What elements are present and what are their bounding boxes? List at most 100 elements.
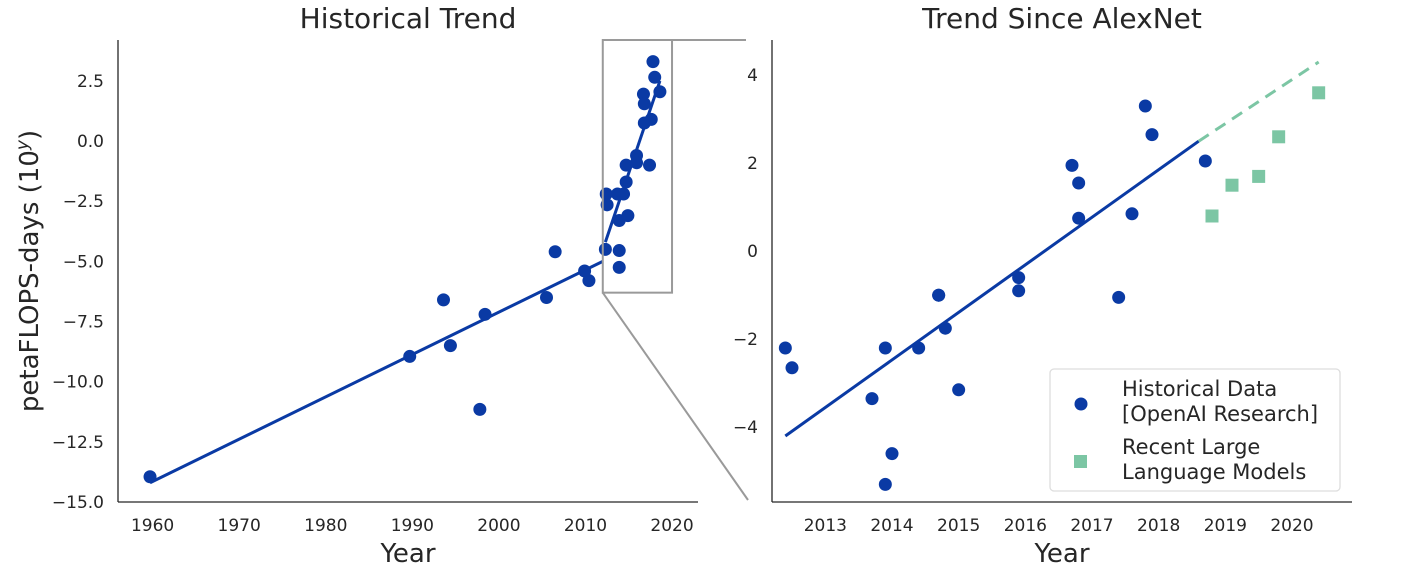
left-data-point	[478, 307, 492, 321]
zoom-connector-bottom	[601, 292, 749, 501]
right-llm-point	[1252, 169, 1266, 183]
right-x-tick-label: 2018	[1137, 516, 1180, 536]
right-historical-point	[912, 341, 926, 355]
right-historical-point	[785, 361, 799, 375]
right-historical-point	[932, 288, 946, 302]
left-chart-title: Historical Trend	[300, 2, 517, 35]
right-historical-point	[885, 447, 899, 461]
right-y-tick-label: −4	[733, 418, 758, 438]
left-data-point	[653, 85, 667, 99]
right-historical-point	[778, 341, 792, 355]
left-x-axis-label: Year	[379, 539, 435, 569]
historical-trend-chart: Historical Trend 2.5 0.0 −2.5 −5.0 −7.5 −10.0…	[13, 2, 698, 569]
left-data-point	[612, 260, 626, 274]
right-historical-point	[1072, 211, 1086, 225]
right-y-tick-label: 4	[747, 66, 758, 86]
right-x-tick-label: 2015	[937, 516, 980, 536]
left-y-tick-label: −12.5	[52, 433, 104, 453]
left-x-tick-label: 1980	[304, 516, 347, 536]
left-data-point	[636, 87, 650, 101]
left-y-tick-label: 2.5	[77, 72, 104, 92]
left-x-tick-label: 1990	[391, 516, 434, 536]
left-x-tick-labels: 1960 1970 1980 1990 2000 2010 2020	[131, 516, 694, 536]
left-y-tick-label: −5.0	[63, 252, 104, 272]
right-historical-point	[878, 477, 892, 491]
right-x-tick-labels: 2013 2014 2015 2016 2017 2018 2019 2020	[804, 516, 1314, 536]
left-data-point	[443, 339, 457, 353]
right-historical-point	[878, 341, 892, 355]
right-llm-point	[1205, 209, 1219, 223]
legend-label-llm-line1: Recent Large	[1122, 435, 1260, 459]
legend-label-historical-line1: Historical Data	[1122, 377, 1277, 401]
left-data-points	[143, 55, 667, 484]
left-data-point	[143, 470, 157, 484]
right-llm-point	[1272, 130, 1286, 144]
y-label-main: petaFLOPS-days (10	[15, 150, 45, 412]
y-label-superscript: y	[13, 139, 33, 151]
left-data-point	[548, 245, 562, 259]
left-data-point	[646, 55, 660, 69]
right-x-tick-label: 2019	[1204, 516, 1247, 536]
right-historical-point	[1125, 207, 1139, 221]
left-data-point	[643, 158, 657, 172]
left-trend-line	[149, 260, 604, 485]
right-x-axis-label: Year	[1033, 539, 1089, 569]
left-y-tick-label: −7.5	[63, 313, 104, 333]
right-llm-point	[1225, 178, 1239, 192]
right-historical-point	[952, 383, 966, 397]
legend-frame	[1049, 368, 1341, 492]
left-x-tick-label: 1970	[218, 516, 261, 536]
right-x-tick-label: 2020	[1270, 516, 1313, 536]
zoom-inset-box	[601, 39, 674, 294]
right-historical-point	[1012, 284, 1026, 298]
trend-since-alexnet-chart: Trend Since AlexNet 4 2 0 −2 −4 2013 2014 2015…	[733, 2, 1352, 569]
right-trend-extension	[1197, 60, 1320, 143]
left-data-point	[644, 112, 658, 126]
left-data-point	[436, 293, 450, 307]
right-x-tick-label: 2013	[804, 516, 847, 536]
left-x-tick-label: 2010	[564, 516, 607, 536]
right-historical-point	[938, 321, 952, 335]
right-y-tick-label: 0	[747, 242, 758, 262]
right-trend-lines	[784, 60, 1320, 438]
left-data-point	[630, 156, 644, 170]
left-data-point	[621, 209, 635, 223]
right-historical-point	[1145, 128, 1159, 142]
left-y-tick-label: 0.0	[77, 132, 104, 152]
right-historical-point	[1065, 158, 1079, 172]
legend-label-llm-line2: Language Models	[1122, 460, 1306, 484]
right-llm-point	[1312, 86, 1326, 100]
right-x-tick-label: 2014	[870, 516, 913, 536]
right-historical-point	[1072, 176, 1086, 190]
left-x-tick-label: 2020	[650, 516, 693, 536]
left-y-axis-label: petaFLOPS-days (10y)	[13, 130, 45, 412]
right-historical-point	[1012, 271, 1026, 285]
left-x-tick-label: 1960	[131, 516, 174, 536]
left-data-point	[403, 349, 417, 363]
right-historical-point	[1138, 99, 1152, 113]
left-data-point	[473, 402, 487, 416]
right-x-tick-label: 2016	[1004, 516, 1047, 536]
left-x-tick-label: 2000	[477, 516, 520, 536]
left-data-point	[619, 158, 633, 172]
right-historical-point	[1198, 154, 1212, 168]
legend-label-historical-line2: [OpenAI Research]	[1122, 402, 1318, 426]
y-label-end: )	[15, 130, 45, 140]
left-data-point	[617, 187, 631, 201]
left-data-point	[619, 175, 633, 189]
left-data-point	[637, 97, 651, 111]
right-trend-line	[784, 139, 1200, 438]
left-y-tick-label: −2.5	[63, 192, 104, 212]
left-y-tick-labels: 2.5 0.0 −2.5 −5.0 −7.5 −10.0 −12.5 −15.0	[52, 72, 104, 513]
left-y-tick-label: −15.0	[52, 493, 104, 513]
right-y-tick-labels: 4 2 0 −2 −4	[733, 66, 758, 438]
left-data-point	[540, 290, 554, 304]
left-data-point	[598, 242, 612, 256]
legend-marker-historical	[1074, 397, 1088, 411]
left-y-tick-label: −10.0	[52, 373, 104, 393]
right-historical-point	[865, 392, 879, 406]
right-y-tick-label: −2	[733, 330, 758, 350]
right-chart-title: Trend Since AlexNet	[921, 2, 1202, 35]
right-y-tick-label: 2	[747, 154, 758, 174]
